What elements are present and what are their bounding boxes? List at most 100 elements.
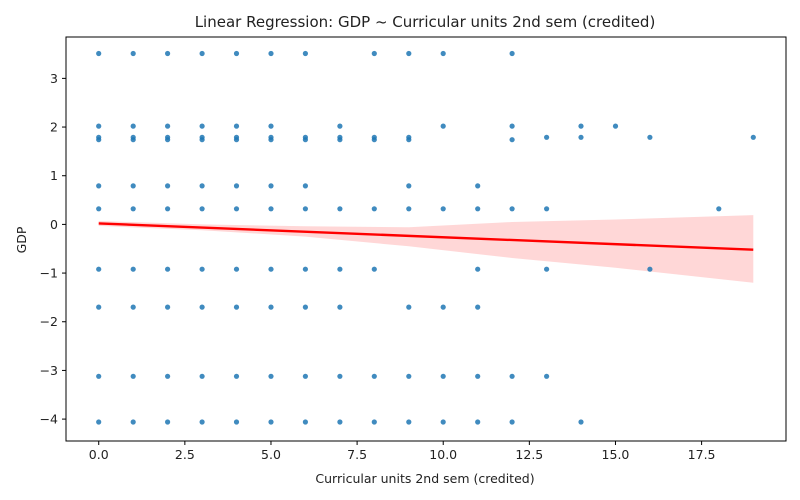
data-point [199, 123, 205, 129]
x-tick-label: 2.5 [175, 447, 195, 462]
data-point [268, 137, 274, 143]
data-point [199, 419, 205, 425]
data-point [165, 304, 171, 310]
data-point [509, 206, 515, 212]
data-point [337, 419, 343, 425]
data-point [302, 419, 308, 425]
chart-title: Linear Regression: GDP ~ Curricular unit… [195, 13, 656, 31]
regression-line-layer [98, 222, 754, 251]
data-point [337, 373, 343, 379]
y-tick-label: −1 [40, 266, 58, 281]
data-point [475, 419, 481, 425]
x-tick-label: 5.0 [261, 447, 281, 462]
data-point [268, 183, 274, 189]
x-axis-ticks: 0.0 2.5 5.0 7.5 10.0 12.5 15.0 17.5 [89, 441, 716, 462]
data-point [509, 50, 515, 57]
data-point [371, 419, 377, 425]
data-point [268, 206, 274, 212]
y-axis-ticks: −4 −3 −2 −1 0 1 2 3 [40, 71, 66, 427]
data-point [199, 137, 205, 143]
data-point [199, 373, 205, 379]
data-point [440, 123, 446, 129]
data-point [509, 137, 515, 143]
data-point [199, 304, 205, 310]
data-point [440, 206, 446, 212]
data-point [440, 373, 446, 379]
data-point [233, 183, 240, 189]
data-point [233, 123, 240, 129]
data-point [440, 304, 446, 310]
data-point [578, 419, 584, 425]
data-point [612, 123, 619, 129]
data-point [475, 183, 481, 189]
data-point [302, 304, 308, 310]
data-point [475, 373, 481, 379]
y-tick-label: 2 [50, 120, 58, 135]
data-point [130, 137, 136, 143]
data-point [130, 373, 136, 379]
data-point [130, 50, 136, 57]
data-point [199, 183, 205, 189]
data-point [406, 206, 412, 212]
data-point [716, 206, 722, 212]
data-point [96, 183, 102, 189]
data-point [406, 137, 412, 143]
data-point [475, 304, 481, 310]
x-tick-label: 0.0 [89, 447, 109, 462]
data-point [302, 137, 308, 143]
data-point [96, 304, 102, 310]
data-point [165, 137, 171, 143]
x-tick-label: 17.5 [688, 447, 716, 462]
x-tick-label: 15.0 [602, 447, 630, 462]
data-point [96, 123, 102, 129]
data-point [130, 123, 136, 129]
data-point [165, 206, 171, 212]
data-point [750, 134, 756, 140]
data-point [475, 266, 481, 272]
data-point [509, 123, 515, 129]
regression-line [98, 222, 754, 251]
x-tick-label: 7.5 [347, 447, 367, 462]
data-point [371, 373, 377, 379]
data-point [233, 137, 240, 143]
data-point [578, 123, 584, 129]
data-point [268, 50, 274, 57]
data-point [302, 50, 308, 57]
x-tick-label: 10.0 [429, 447, 457, 462]
data-point [406, 304, 412, 310]
y-tick-label: −3 [40, 363, 58, 378]
data-point [96, 266, 102, 272]
data-point [578, 134, 584, 140]
data-point [509, 373, 515, 379]
data-point [544, 373, 550, 379]
data-point [130, 206, 136, 212]
data-point [406, 373, 412, 379]
data-point [165, 50, 171, 57]
y-tick-label: −4 [40, 412, 58, 427]
data-point [544, 206, 550, 212]
data-point [268, 419, 274, 425]
data-point [96, 206, 102, 212]
y-axis-title: GDP [14, 226, 29, 253]
data-point [302, 206, 308, 212]
scatter-points-layer [96, 50, 756, 425]
data-point [165, 266, 171, 272]
data-point [199, 266, 205, 272]
data-point [165, 123, 171, 129]
data-point [96, 419, 102, 425]
data-point [509, 419, 515, 425]
plot-area-frame [65, 36, 787, 442]
data-point [130, 304, 136, 310]
data-point [268, 266, 274, 272]
data-point [475, 206, 481, 212]
y-tick-label: 1 [50, 168, 58, 183]
data-point [165, 373, 171, 379]
data-point [199, 50, 205, 57]
data-point [96, 373, 102, 379]
data-point [199, 206, 205, 212]
data-point [371, 137, 377, 143]
data-point [233, 373, 240, 379]
data-point [406, 419, 412, 425]
data-point [647, 266, 653, 272]
